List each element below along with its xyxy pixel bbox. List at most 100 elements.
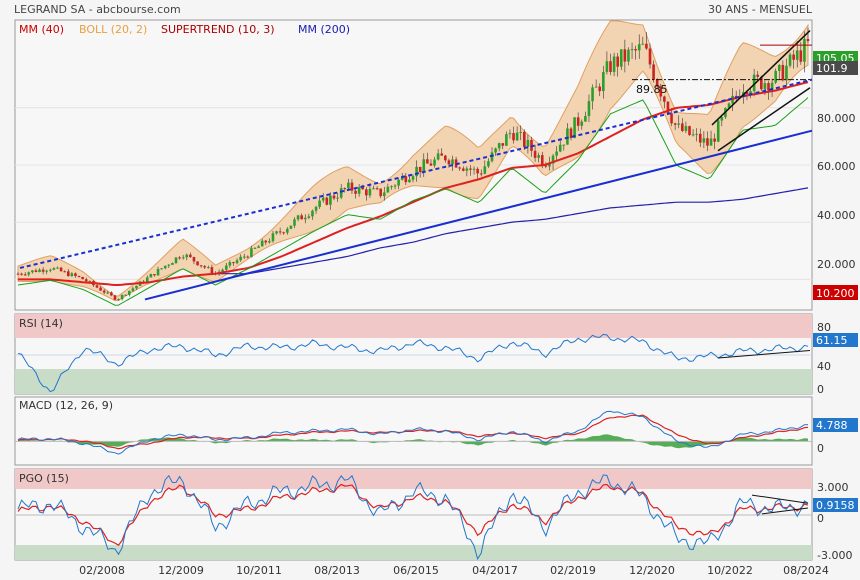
rsi-oversold-zone (15, 369, 812, 394)
x-tick-label: 08/2024 (783, 564, 829, 577)
candle (45, 270, 49, 272)
candle (788, 54, 792, 66)
candle (483, 166, 487, 174)
candle (160, 268, 163, 270)
candle (393, 185, 397, 187)
candle (286, 228, 289, 233)
candle (648, 48, 652, 65)
candle (515, 132, 519, 141)
candle (350, 182, 354, 191)
rsi-value-tag: 61.15 (816, 334, 848, 347)
candle (357, 187, 361, 194)
candle (616, 56, 619, 67)
candle (469, 168, 472, 170)
candle (41, 269, 45, 272)
candle (558, 144, 562, 152)
candle (145, 277, 149, 283)
candle (128, 290, 131, 295)
candle (555, 151, 558, 156)
chart-period: 30 ANS - MENSUEL (708, 3, 813, 16)
candle (436, 153, 440, 160)
candle (806, 38, 810, 42)
candle (257, 246, 260, 248)
legend-mm200: MM (200) (298, 23, 350, 36)
candle (289, 225, 293, 229)
ytick-label: 20.000 (817, 258, 856, 271)
candle (792, 54, 795, 60)
bottom-tag-bg (813, 285, 858, 300)
candle (390, 186, 393, 188)
price-tag-last-bg (813, 61, 858, 75)
trend-lines (19, 30, 813, 301)
candle (602, 72, 605, 92)
pgo-trendline-lower (761, 507, 809, 515)
candle (131, 288, 135, 291)
candle (461, 168, 465, 171)
candle (81, 277, 84, 280)
candle (695, 133, 698, 135)
candle (84, 279, 88, 282)
ytick-label: 40 (817, 360, 831, 373)
candle (519, 131, 523, 133)
candle (429, 163, 433, 166)
candle (135, 285, 138, 289)
candle (156, 268, 160, 276)
candle (224, 265, 228, 270)
candle (278, 231, 282, 233)
candle (756, 74, 760, 77)
candle (433, 159, 436, 166)
candle (781, 64, 785, 81)
candle (760, 76, 763, 90)
candle (795, 50, 799, 60)
candle (66, 271, 70, 277)
ytick-label: 60.000 (817, 160, 856, 173)
legend-mm40: MM (40) (19, 23, 64, 36)
candle (716, 120, 720, 142)
candle (321, 197, 325, 201)
candle (113, 295, 117, 300)
candle (587, 101, 591, 117)
macd-title: MACD (12, 26, 9) (19, 399, 113, 412)
candle (59, 267, 63, 272)
rsi-overbought-zone (15, 314, 812, 338)
candle (713, 138, 716, 142)
candle (63, 271, 66, 273)
candle (124, 294, 128, 296)
bollinger-band (17, 20, 809, 302)
candle (415, 166, 418, 177)
candle (580, 121, 584, 126)
candle (102, 290, 106, 293)
candle (422, 159, 426, 173)
candle (181, 257, 185, 259)
candle (487, 161, 490, 167)
candle (641, 43, 645, 45)
candle (451, 159, 454, 165)
candle (361, 187, 365, 190)
candle (426, 159, 429, 164)
candle (551, 155, 555, 164)
candle (271, 233, 275, 242)
ytick-label: 0 (817, 383, 824, 396)
price-tag-last: 101.9 (816, 62, 848, 75)
candle (619, 49, 623, 67)
candle (591, 87, 594, 102)
mm40-line (18, 81, 809, 286)
candle (440, 153, 444, 156)
candle (609, 61, 612, 72)
candle (533, 150, 537, 158)
ytick-label: 3.000 (817, 481, 849, 494)
candle (799, 50, 803, 62)
macd-signal-line (17, 414, 809, 450)
candle (698, 133, 702, 143)
pgo-value-tag: 0.9158 (816, 499, 855, 512)
x-tick-label: 10/2011 (236, 564, 282, 577)
chart-title: LEGRAND SA - abcbourse.com (14, 3, 181, 16)
bollinger-bands (17, 20, 809, 302)
support-trendline (144, 129, 813, 301)
candle (734, 95, 738, 97)
candle (526, 139, 530, 147)
candle (336, 197, 339, 199)
pgo-signal-line (17, 483, 809, 546)
candle (512, 133, 515, 141)
candle (282, 232, 286, 234)
